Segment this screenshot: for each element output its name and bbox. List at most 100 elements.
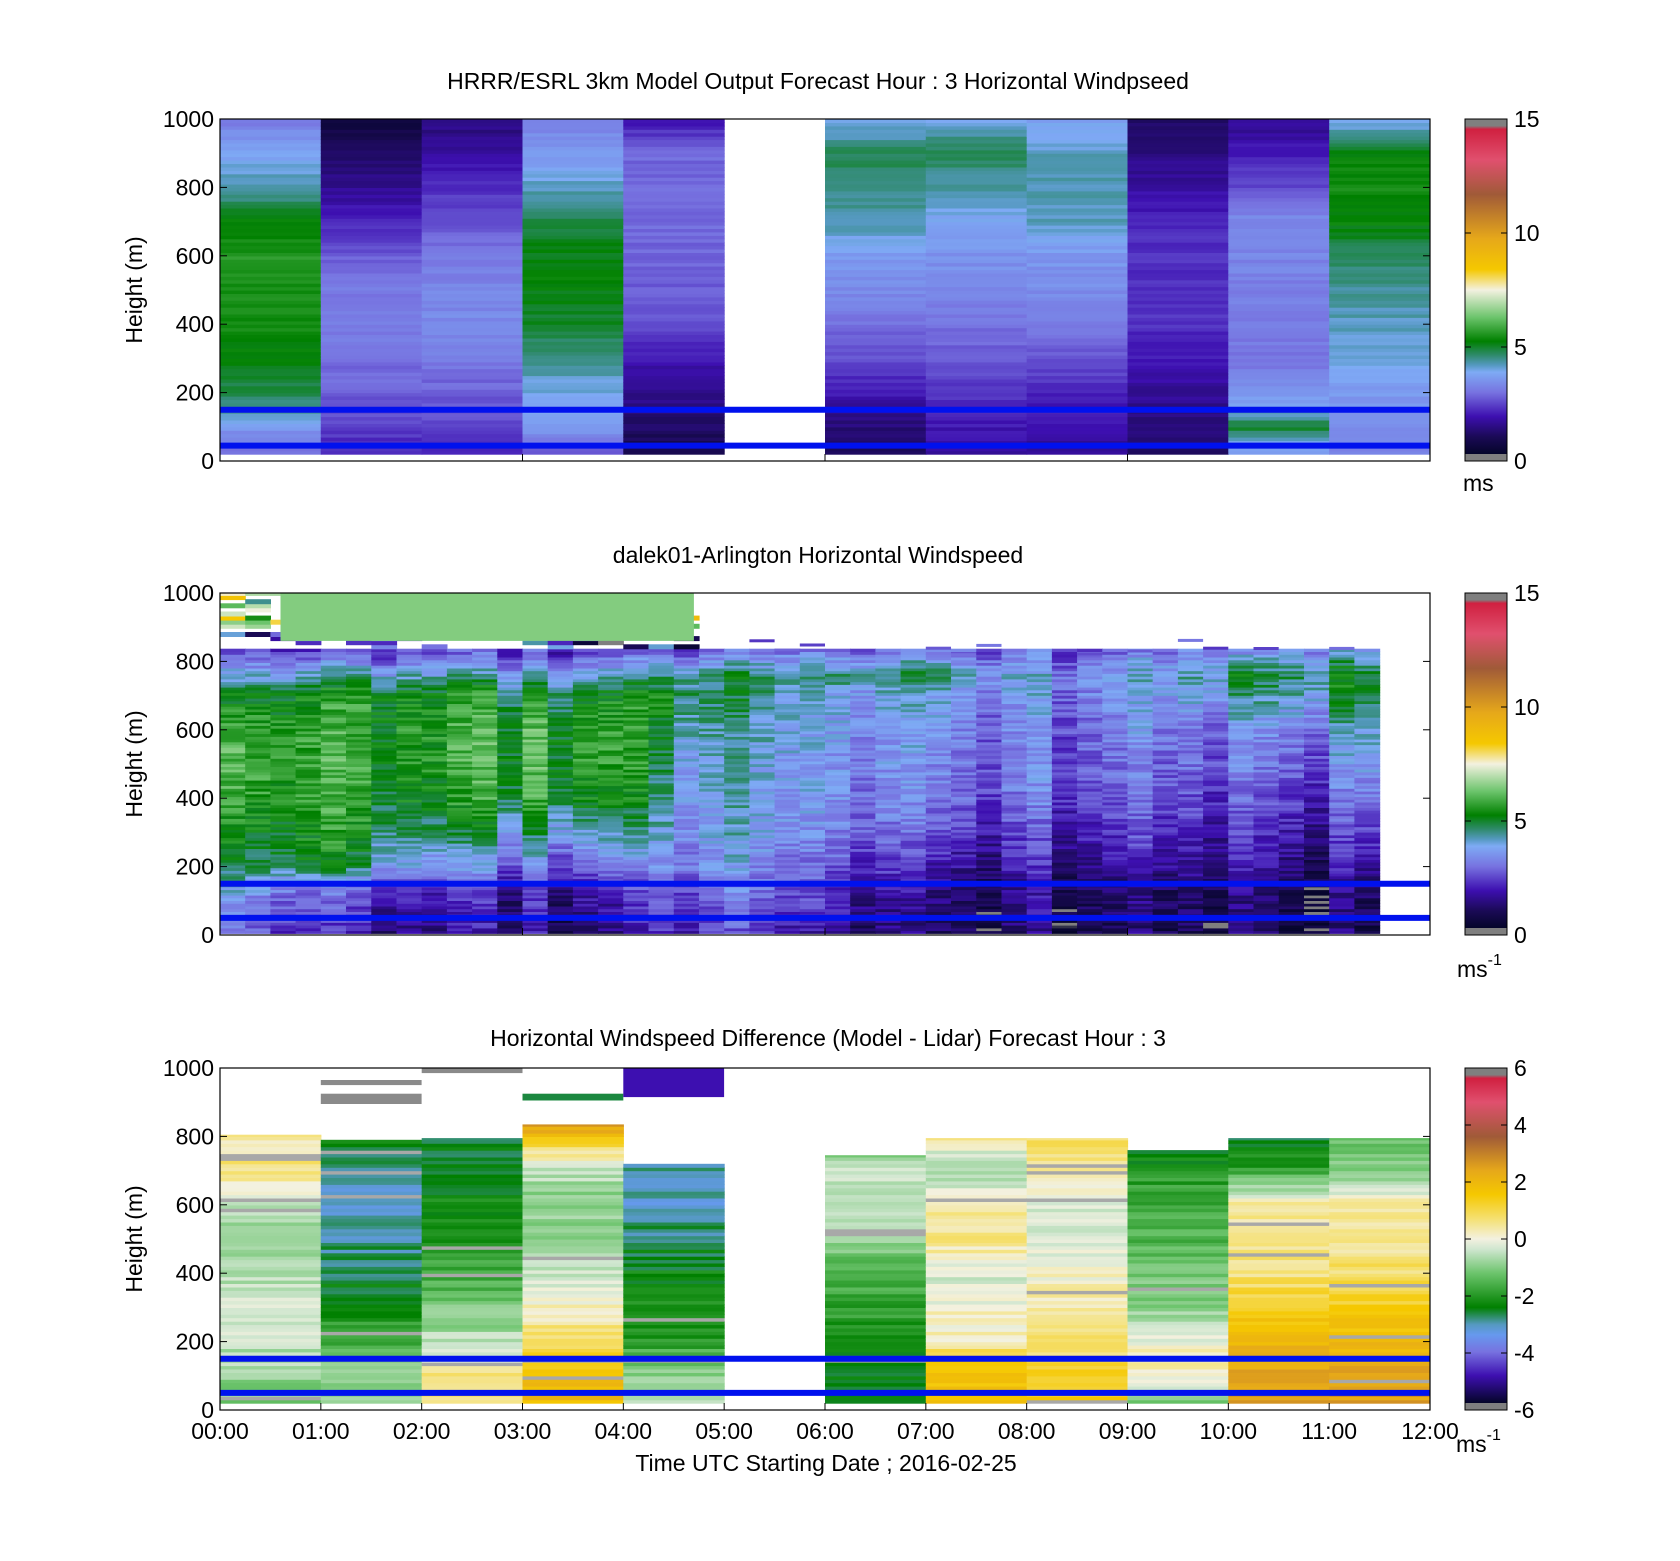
heatmap-cell [421, 303, 524, 308]
heatmap-cell [749, 905, 776, 910]
heatmap-cell [320, 447, 423, 452]
heatmap-cell [1127, 146, 1229, 151]
heatmap-cell [1026, 755, 1053, 759]
heatmap-cell [572, 799, 599, 803]
heatmap-cell [850, 900, 876, 904]
heatmap-cell [774, 752, 801, 756]
heatmap-cell [220, 648, 246, 652]
heatmap-cell [220, 864, 246, 869]
heatmap-cell [1026, 238, 1129, 243]
heatmap-cell [522, 651, 549, 655]
heatmap-cell [673, 818, 700, 822]
heatmap-cell [421, 878, 448, 882]
heatmap-cell [1051, 689, 1078, 694]
heatmap-cell [699, 802, 725, 806]
heatmap-cell [1127, 119, 1229, 123]
heatmap-cell [774, 648, 800, 652]
heatmap-cell [699, 722, 725, 726]
heatmap-cell [446, 930, 473, 934]
heatmap-cell [1026, 919, 1053, 923]
heatmap-cell [320, 142, 423, 147]
heatmap-cell [623, 681, 650, 685]
heatmap-cell [699, 711, 725, 715]
heatmap-cell [472, 684, 498, 688]
heatmap-cell [1127, 180, 1229, 185]
heatmap-cell [295, 785, 322, 789]
heatmap-cell [699, 728, 725, 732]
heatmap-cell [245, 700, 271, 704]
heatmap-cell [1077, 667, 1103, 672]
heatmap-cell [446, 788, 473, 792]
heatmap-cell [1026, 771, 1053, 776]
heatmap-cell [799, 886, 826, 891]
heatmap-cell [245, 895, 271, 899]
heatmap-cell [572, 703, 599, 707]
heatmap-cell [724, 832, 750, 836]
heatmap-cell [446, 919, 473, 923]
heatmap-cell [220, 791, 246, 795]
heatmap-cell [749, 706, 776, 710]
heatmap-cell [623, 365, 725, 370]
heatmap-cell [371, 834, 398, 839]
heatmap-cell [623, 337, 725, 342]
heatmap-cell [1102, 730, 1129, 735]
heatmap-cell [799, 922, 826, 926]
heatmap-cell [396, 670, 423, 674]
heatmap-cell [623, 402, 725, 407]
heatmap-cell [825, 755, 851, 759]
heatmap-cell [421, 739, 448, 743]
heatmap-cell [1329, 129, 1430, 134]
heatmap-cell [951, 670, 977, 674]
heatmap-cell [875, 771, 902, 776]
heatmap-cell [925, 317, 1028, 322]
heatmap-cell [472, 870, 498, 874]
heatmap-cell [320, 853, 347, 858]
heatmap-cell [598, 826, 624, 830]
heatmap-cell [598, 681, 624, 685]
heatmap-cell [472, 771, 498, 776]
heatmap-cell [724, 695, 750, 699]
heatmap-cell [951, 815, 977, 819]
heatmap-cell [673, 698, 700, 702]
heatmap-cell [774, 739, 801, 743]
heatmap-cell [951, 804, 977, 808]
heatmap-cell [220, 848, 246, 852]
heatmap-cell [598, 821, 624, 825]
heatmap-cell [472, 673, 498, 677]
heatmap-cell [774, 755, 801, 759]
heatmap-cell [699, 867, 725, 871]
heatmap-cell [497, 873, 524, 877]
heatmap-cell [547, 766, 574, 770]
heatmap-cell [925, 782, 952, 787]
heatmap-cell [825, 886, 851, 891]
heatmap-cell [724, 662, 750, 666]
heatmap-cell [295, 897, 322, 901]
heatmap-cell [951, 802, 977, 806]
heatmap-cell [900, 766, 927, 770]
heatmap-cell [472, 692, 498, 696]
heatmap-cell [673, 678, 700, 683]
heatmap-cell [825, 862, 851, 866]
heatmap-cell [1329, 142, 1430, 147]
heatmap-cell [825, 344, 927, 349]
heatmap-cell [900, 903, 927, 907]
heatmap-cell [320, 235, 423, 240]
heatmap-cell [371, 859, 398, 863]
heatmap-cell [699, 750, 725, 754]
heatmap-cell [1026, 235, 1129, 240]
heatmap-cell [446, 695, 473, 699]
heatmap-cell [749, 771, 776, 776]
heatmap-cell [774, 853, 801, 858]
heatmap-cell [825, 170, 927, 175]
heatmap-cell [825, 420, 927, 424]
heatmap-cell [472, 659, 498, 663]
heatmap-cell [1329, 303, 1430, 308]
heatmap-cell [220, 170, 322, 175]
heatmap-cell [472, 681, 498, 685]
heatmap-cell [1329, 344, 1430, 349]
heatmap-cell [1077, 903, 1103, 907]
heatmap-cell [1077, 652, 1103, 656]
heatmap-cell [572, 665, 599, 669]
heatmap-cell [421, 670, 448, 674]
heatmap-cell [421, 875, 448, 880]
